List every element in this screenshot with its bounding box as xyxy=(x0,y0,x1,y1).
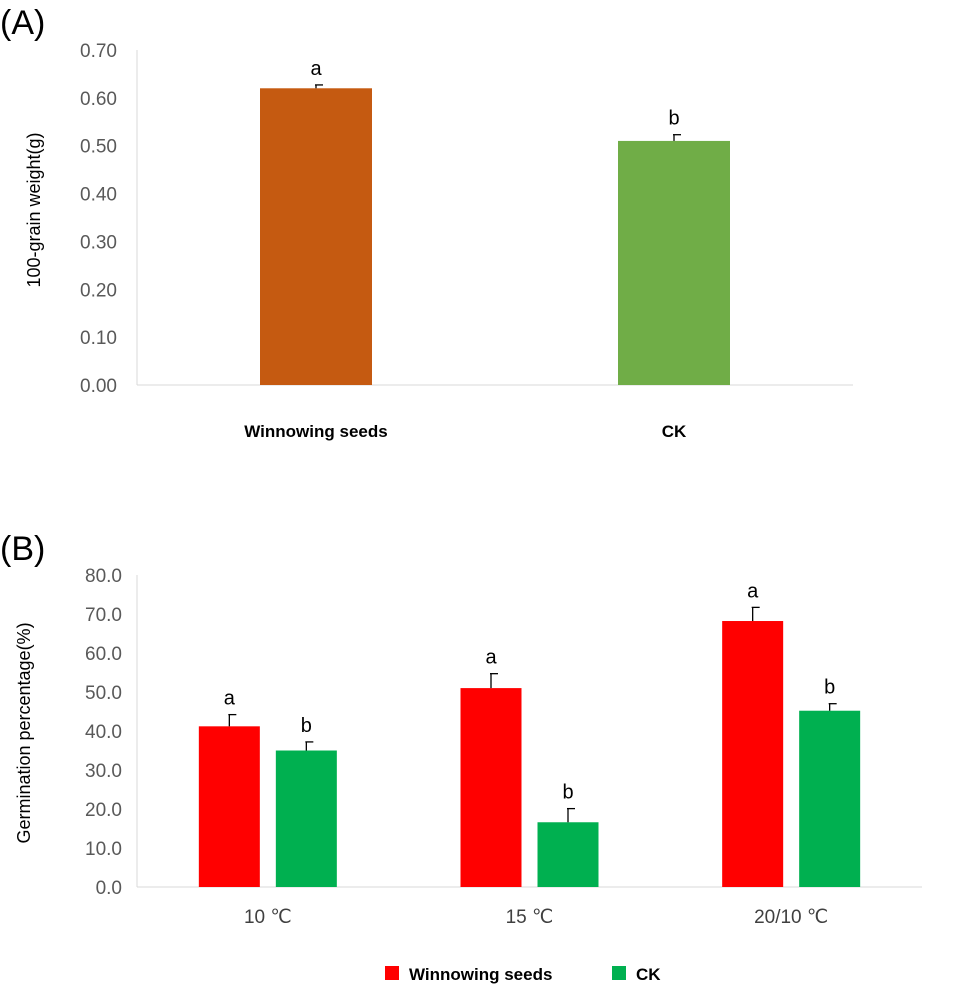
panel-b-y-tick-label: 80.0 xyxy=(85,566,122,587)
panel-b-y-tick-label: 70.0 xyxy=(85,605,122,626)
panel-a-y-tick-label: 0.50 xyxy=(80,137,117,158)
panel-b-y-tick-label: 40.0 xyxy=(85,722,122,743)
panel-a-x-tick-label: CK xyxy=(662,422,687,441)
panel-a-y-tick-label: 0.10 xyxy=(80,328,117,349)
panel-b-y-tick-label: 50.0 xyxy=(85,683,122,704)
panel-b-bar xyxy=(537,822,599,887)
legend-swatch xyxy=(385,966,399,980)
panel-a-y-tick-label: 0.30 xyxy=(80,232,117,253)
panel-a-y-axis-label: 100-grain weight(g) xyxy=(24,132,44,287)
legend-swatch xyxy=(612,966,626,980)
legend-label: CK xyxy=(636,965,661,984)
panel-a-significance-letter: b xyxy=(668,108,679,130)
panel-b-significance-letter: b xyxy=(824,677,835,699)
panel-a-label: (A) xyxy=(0,4,45,42)
panel-b-y-tick-label: 60.0 xyxy=(85,644,122,665)
panel-b-y-tick-label: 10.0 xyxy=(85,839,122,860)
panel-a-bar xyxy=(618,140,730,385)
panel-b-bar xyxy=(799,710,861,887)
panel-a-y-tick-label: 0.20 xyxy=(80,280,117,301)
panel-a-significance-letter: a xyxy=(310,58,322,80)
panel-b-chart: Germination percentage(%) 0.0 10.0 20.0 30.… xyxy=(14,566,922,928)
panel-b-bar xyxy=(198,726,260,887)
panel-b-significance-letter: b xyxy=(301,715,312,737)
panel-b-significance-letter: a xyxy=(224,688,236,710)
panel-b-label: (B) xyxy=(0,530,45,568)
panel-b-x-tick-label: 15 ℃ xyxy=(506,907,554,928)
panel-b-y-axis-label: Germination percentage(%) xyxy=(14,622,34,843)
panel-a-chart: 100-grain weight(g) 0.00 0.10 0.20 0.30 0.40… xyxy=(24,41,853,441)
panel-b-y-tick-label: 20.0 xyxy=(85,800,122,821)
panel-b-x-tick-label: 20/10 ℃ xyxy=(754,907,828,928)
panel-a-y-tick-label: 0.40 xyxy=(80,185,117,206)
panel-a-bar xyxy=(260,88,372,386)
panel-a-y-tick-label: 0.70 xyxy=(80,41,117,62)
panel-b-significance-letter: a xyxy=(747,580,759,602)
panel-a-y-tick-label: 0.60 xyxy=(80,89,117,110)
legend-label: Winnowing seeds xyxy=(409,965,552,984)
panel-b-bar xyxy=(460,688,522,887)
panel-b-y-tick-label: 0.0 xyxy=(96,878,122,899)
panel-b-legend: Winnowing seeds CK xyxy=(385,965,661,984)
panel-b-significance-letter: a xyxy=(485,647,497,669)
panel-b-significance-letter: b xyxy=(562,782,573,804)
panel-b-bar xyxy=(275,750,337,887)
panel-a-y-tick-label: 0.00 xyxy=(80,376,117,397)
panel-b-y-tick-label: 30.0 xyxy=(85,761,122,782)
panel-b-bar xyxy=(722,621,784,887)
panel-a-x-tick-label: Winnowing seeds xyxy=(244,422,387,441)
panel-b-x-tick-label: 10 ℃ xyxy=(244,907,292,928)
